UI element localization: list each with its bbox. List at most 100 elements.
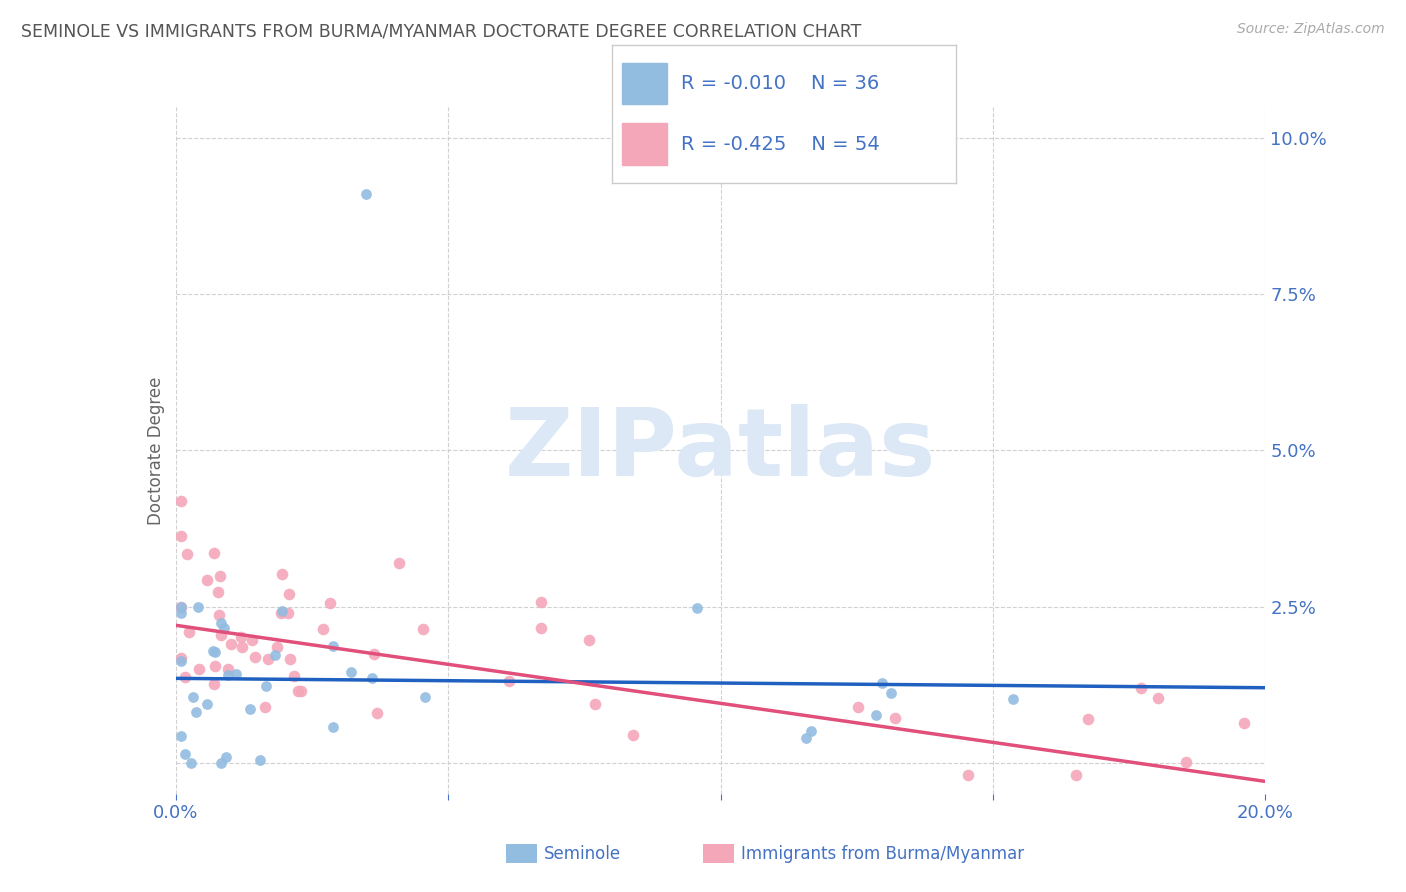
Point	[177, 625, 200, 640]
Point	[322, 720, 344, 734]
Point	[870, 676, 893, 690]
Point	[254, 699, 277, 714]
Point	[209, 615, 232, 630]
Point	[170, 651, 193, 665]
Point	[356, 187, 378, 202]
Point	[498, 674, 520, 689]
Point	[412, 622, 434, 636]
Bar	[621, 123, 666, 165]
Point	[204, 659, 226, 673]
Point	[181, 690, 204, 704]
Point	[202, 677, 225, 691]
Point	[187, 662, 209, 676]
Point	[187, 599, 209, 614]
Point	[363, 647, 385, 661]
Point	[1064, 768, 1087, 782]
Text: Source: ZipAtlas.com: Source: ZipAtlas.com	[1237, 22, 1385, 37]
Point	[212, 621, 235, 635]
Point	[170, 494, 193, 508]
Text: R = -0.010    N = 36: R = -0.010 N = 36	[681, 74, 879, 93]
Text: Immigrants from Burma/Myanmar: Immigrants from Burma/Myanmar	[741, 845, 1024, 863]
Point	[257, 651, 280, 665]
Point	[800, 723, 823, 738]
Point	[360, 671, 382, 685]
Point	[865, 707, 887, 722]
Text: SEMINOLE VS IMMIGRANTS FROM BURMA/MYANMAR DOCTORATE DEGREE CORRELATION CHART: SEMINOLE VS IMMIGRANTS FROM BURMA/MYANMA…	[21, 22, 862, 40]
Point	[271, 567, 294, 582]
Point	[271, 604, 294, 618]
Point	[202, 644, 225, 658]
Point	[231, 640, 253, 655]
Point	[283, 669, 305, 683]
Point	[621, 728, 644, 742]
Point	[229, 630, 252, 644]
Point	[170, 599, 193, 614]
Text: Seminole: Seminole	[544, 845, 621, 863]
Point	[846, 700, 869, 714]
Point	[277, 606, 299, 620]
Point	[195, 573, 218, 587]
Point	[170, 729, 193, 743]
Point	[195, 697, 218, 711]
Point	[202, 546, 225, 560]
Point	[1233, 716, 1256, 731]
Point	[249, 752, 271, 766]
Point	[217, 668, 239, 682]
Point	[312, 622, 335, 636]
Point	[685, 601, 707, 615]
Point	[245, 649, 267, 664]
Point	[215, 750, 238, 764]
Point	[1077, 712, 1099, 726]
Point	[170, 599, 193, 614]
Point	[219, 637, 242, 651]
Point	[204, 644, 226, 658]
Point	[883, 711, 905, 725]
Y-axis label: Doctorate Degree: Doctorate Degree	[146, 376, 165, 524]
Point	[278, 652, 301, 666]
Point	[530, 621, 553, 635]
Text: R = -0.425    N = 54: R = -0.425 N = 54	[681, 135, 879, 153]
Point	[413, 690, 436, 705]
Point	[270, 606, 292, 620]
Point	[207, 584, 229, 599]
Point	[263, 648, 285, 663]
Point	[208, 608, 231, 623]
Point	[170, 606, 193, 620]
Point	[170, 529, 193, 543]
Point	[240, 632, 263, 647]
Point	[583, 698, 606, 712]
Point	[225, 667, 247, 681]
Point	[1001, 691, 1024, 706]
Point	[1175, 755, 1198, 769]
Point	[239, 702, 262, 716]
Point	[339, 665, 361, 679]
Bar	[621, 62, 666, 104]
Point	[322, 639, 344, 653]
Point	[209, 756, 232, 770]
Point	[290, 684, 312, 698]
Point	[957, 768, 980, 782]
Point	[277, 587, 299, 601]
Point	[287, 683, 309, 698]
Text: ZIPatlas: ZIPatlas	[505, 404, 936, 497]
Point	[794, 731, 817, 746]
Point	[578, 633, 600, 648]
Point	[530, 595, 553, 609]
Point	[388, 556, 411, 570]
Point	[186, 705, 208, 719]
Point	[1147, 690, 1170, 705]
Point	[217, 662, 239, 676]
Point	[170, 654, 193, 668]
Point	[211, 627, 233, 641]
Point	[208, 568, 231, 582]
Point	[180, 756, 202, 770]
Point	[176, 547, 198, 561]
Point	[1129, 681, 1152, 695]
Point	[266, 640, 288, 654]
Point	[174, 670, 197, 684]
Point	[319, 595, 342, 609]
Point	[256, 679, 278, 693]
Point	[366, 706, 388, 720]
Point	[174, 747, 197, 762]
Point	[880, 686, 903, 700]
